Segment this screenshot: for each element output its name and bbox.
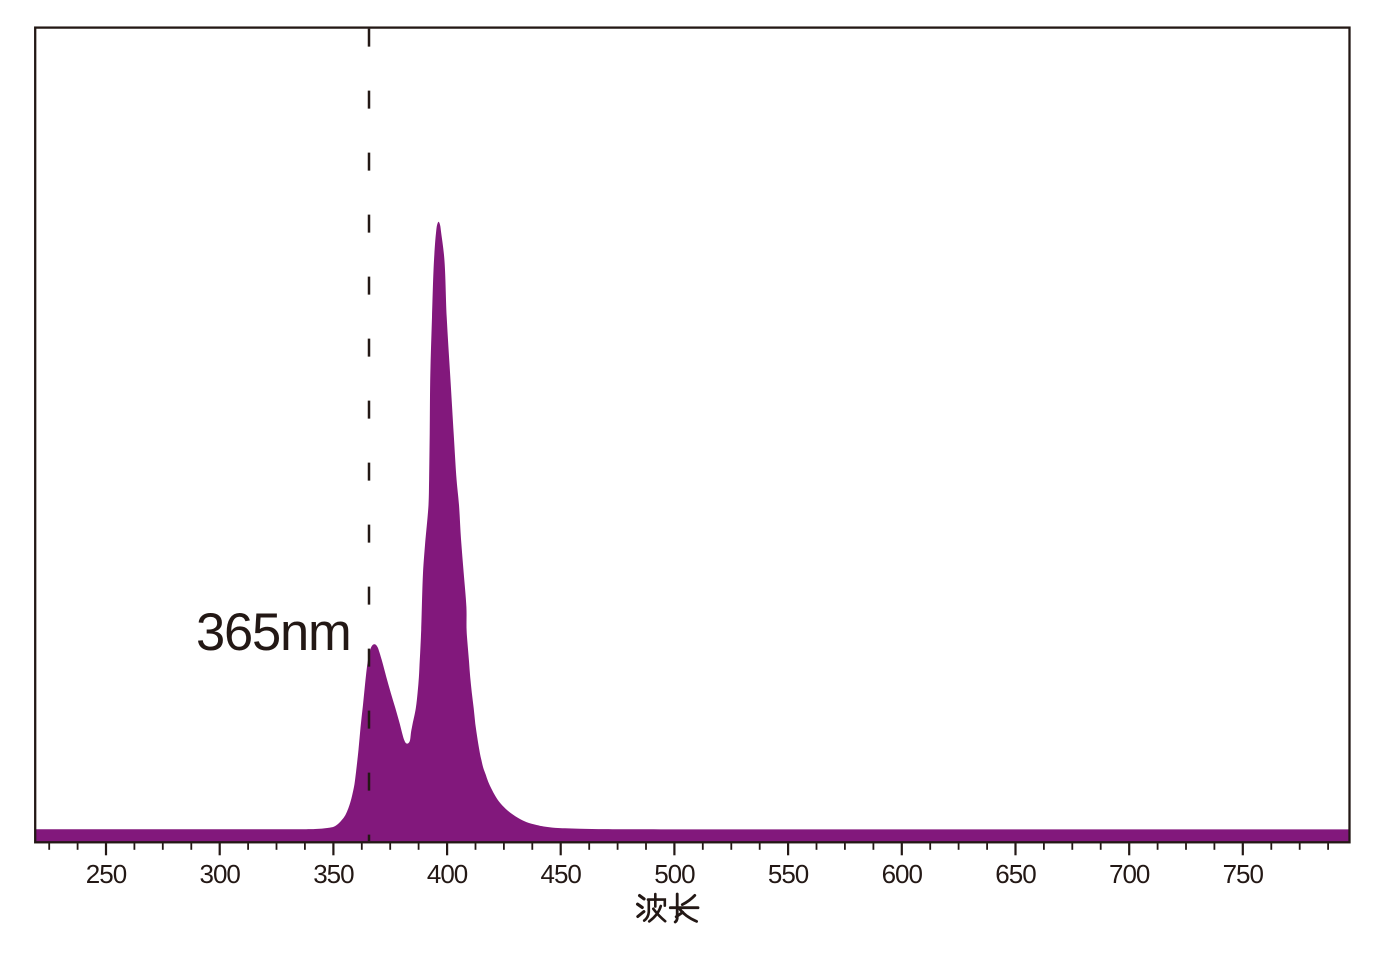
svg-text:750: 750 <box>1223 859 1264 889</box>
svg-text:650: 650 <box>995 859 1036 889</box>
svg-text:300: 300 <box>200 859 241 889</box>
svg-text:250: 250 <box>86 859 127 889</box>
svg-text:365nm: 365nm <box>196 603 351 662</box>
svg-text:450: 450 <box>541 859 582 889</box>
svg-text:600: 600 <box>882 859 923 889</box>
svg-text:700: 700 <box>1109 859 1150 889</box>
svg-text:400: 400 <box>427 859 468 889</box>
svg-text:550: 550 <box>768 859 809 889</box>
svg-text:500: 500 <box>654 859 695 889</box>
svg-text:350: 350 <box>313 859 354 889</box>
